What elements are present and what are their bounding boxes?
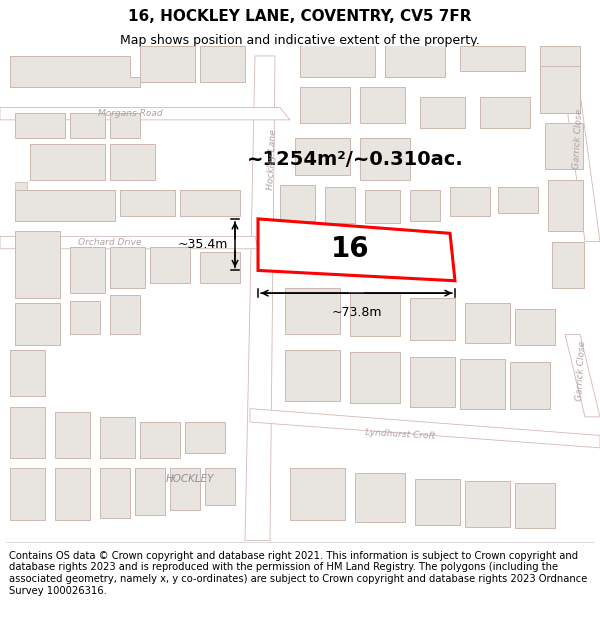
Bar: [70, 247, 105, 293]
Text: 16: 16: [331, 235, 370, 262]
Text: ~1254m²/~0.310ac.: ~1254m²/~0.310ac.: [247, 149, 463, 169]
Bar: [15, 182, 27, 200]
Polygon shape: [250, 409, 600, 447]
Bar: [510, 362, 550, 409]
Polygon shape: [245, 56, 275, 541]
Bar: [360, 87, 405, 123]
Text: Orchard Drive: Orchard Drive: [78, 238, 142, 247]
Bar: [545, 123, 583, 169]
Polygon shape: [258, 219, 455, 281]
Bar: [410, 190, 440, 221]
Bar: [70, 112, 105, 138]
Bar: [548, 180, 583, 231]
Bar: [15, 112, 65, 138]
Bar: [100, 417, 135, 458]
Polygon shape: [0, 107, 290, 120]
Bar: [360, 138, 410, 180]
Bar: [110, 144, 155, 180]
Bar: [150, 247, 190, 282]
Bar: [552, 241, 584, 288]
Bar: [515, 483, 555, 528]
Text: Garrick Close: Garrick Close: [572, 108, 584, 169]
Bar: [15, 190, 115, 221]
Bar: [170, 469, 200, 510]
Bar: [120, 190, 175, 216]
Bar: [515, 309, 555, 345]
Polygon shape: [0, 236, 258, 249]
Bar: [350, 352, 400, 404]
Bar: [30, 198, 42, 216]
Bar: [540, 46, 580, 71]
Bar: [290, 469, 345, 520]
Bar: [185, 422, 225, 453]
Bar: [465, 303, 510, 343]
Bar: [30, 144, 105, 180]
Polygon shape: [565, 334, 600, 417]
Polygon shape: [560, 56, 600, 241]
Bar: [410, 357, 455, 406]
Bar: [110, 112, 140, 138]
Bar: [135, 469, 165, 515]
Bar: [300, 41, 375, 76]
Bar: [350, 292, 400, 336]
Bar: [420, 97, 465, 128]
Text: Morgans Road: Morgans Road: [98, 109, 163, 118]
Text: Hockley Lane: Hockley Lane: [266, 129, 278, 189]
Text: Contains OS data © Crown copyright and database right 2021. This information is : Contains OS data © Crown copyright and d…: [9, 551, 587, 596]
Bar: [385, 41, 445, 76]
Bar: [200, 46, 245, 82]
Text: Map shows position and indicative extent of the property.: Map shows position and indicative extent…: [120, 34, 480, 48]
Bar: [498, 187, 538, 213]
Bar: [450, 187, 490, 216]
Bar: [70, 301, 100, 334]
Bar: [55, 469, 90, 520]
Text: ~35.4m: ~35.4m: [178, 238, 228, 251]
Bar: [295, 138, 350, 174]
Bar: [285, 350, 340, 401]
Bar: [140, 46, 195, 82]
Bar: [15, 303, 60, 345]
Text: HOCKLEY: HOCKLEY: [166, 474, 214, 484]
Bar: [280, 185, 315, 221]
Bar: [365, 190, 400, 223]
Bar: [300, 87, 350, 123]
Bar: [10, 350, 45, 396]
Text: Lyndhurst Croft: Lyndhurst Croft: [365, 428, 435, 441]
Bar: [410, 298, 455, 339]
Bar: [140, 422, 180, 458]
Bar: [200, 252, 240, 282]
Bar: [325, 187, 355, 223]
Bar: [205, 469, 235, 504]
Bar: [415, 479, 460, 525]
Text: 16, HOCKLEY LANE, COVENTRY, CV5 7FR: 16, HOCKLEY LANE, COVENTRY, CV5 7FR: [128, 9, 472, 24]
Bar: [465, 481, 510, 528]
Bar: [100, 469, 130, 518]
Bar: [110, 247, 145, 288]
Bar: [180, 190, 240, 216]
Bar: [285, 288, 340, 334]
Bar: [540, 66, 580, 112]
Bar: [110, 295, 140, 334]
Bar: [10, 406, 45, 458]
Bar: [460, 46, 525, 71]
Bar: [355, 472, 405, 522]
Bar: [480, 97, 530, 128]
Bar: [10, 469, 45, 520]
Bar: [460, 359, 505, 409]
Text: ~73.8m: ~73.8m: [331, 306, 382, 319]
Polygon shape: [10, 56, 140, 87]
Bar: [15, 231, 60, 298]
Bar: [55, 412, 90, 458]
Text: Garrick Close: Garrick Close: [575, 340, 587, 401]
